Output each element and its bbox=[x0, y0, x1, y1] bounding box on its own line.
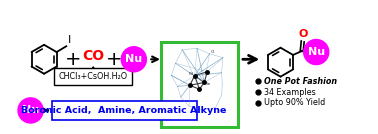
Text: Pd: Pd bbox=[189, 72, 194, 76]
Text: One Pot Fashion: One Pot Fashion bbox=[264, 77, 337, 86]
Text: +: + bbox=[106, 50, 123, 69]
Text: Sn: Sn bbox=[206, 82, 211, 86]
Text: Cl: Cl bbox=[211, 50, 215, 54]
FancyBboxPatch shape bbox=[52, 101, 197, 120]
Text: Nu: Nu bbox=[22, 105, 39, 115]
Text: Nu: Nu bbox=[308, 47, 325, 57]
Text: CHCl₃+CsOH.H₂O: CHCl₃+CsOH.H₂O bbox=[59, 72, 128, 81]
Circle shape bbox=[121, 47, 146, 72]
Text: Boronic Acid,  Amine, Aromatic Alkyne: Boronic Acid, Amine, Aromatic Alkyne bbox=[22, 106, 227, 115]
Text: Upto 90% Yield: Upto 90% Yield bbox=[264, 98, 325, 107]
Text: 34 Examples: 34 Examples bbox=[264, 88, 316, 97]
Text: +: + bbox=[65, 50, 81, 69]
Text: Nu: Nu bbox=[125, 54, 143, 64]
FancyBboxPatch shape bbox=[161, 42, 238, 127]
Circle shape bbox=[18, 98, 43, 123]
Text: CO: CO bbox=[82, 49, 104, 63]
Text: I: I bbox=[68, 35, 71, 45]
FancyBboxPatch shape bbox=[54, 68, 132, 85]
Circle shape bbox=[304, 40, 329, 65]
Text: O: O bbox=[299, 29, 308, 39]
